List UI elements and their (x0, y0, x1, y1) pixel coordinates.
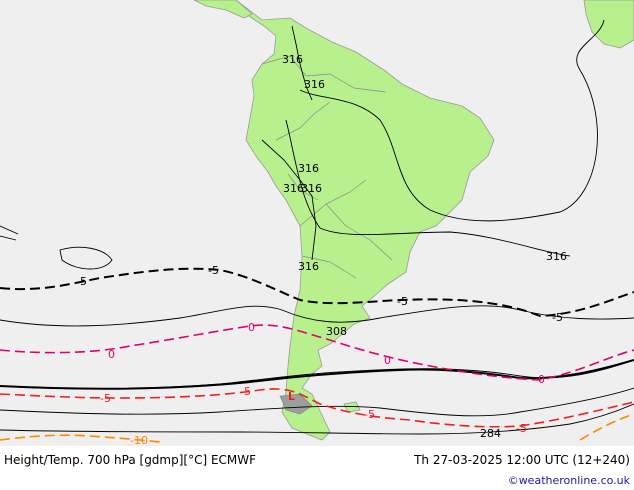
height-label: 316 (283, 182, 304, 195)
temp-label: 0 (108, 348, 115, 361)
temp-label: 0 (538, 373, 545, 386)
temp-label: -5 (364, 408, 375, 421)
height-label: 316 (304, 78, 325, 91)
isotherm-minus5-north (0, 267, 634, 318)
temp-label: -10 (130, 434, 148, 447)
temp-label: -5 (397, 295, 408, 308)
africa-land (583, 0, 634, 49)
temp-label: -5 (240, 385, 251, 398)
height-label: 316 (298, 260, 319, 273)
temp-label: 0 (248, 321, 255, 334)
height-label: 316 (301, 182, 322, 195)
low-marker: L (288, 390, 295, 403)
isotherm-zero (0, 324, 634, 381)
valid-time: Th 27-03-2025 12:00 UTC (12+240) (414, 453, 630, 467)
height-label: 308 (326, 325, 347, 338)
height-labels: 316 316 316 316 316 316 316 308 284 (282, 53, 567, 440)
temp-label: -5 (516, 422, 527, 435)
temp-label: -5 (100, 392, 111, 405)
temp-label: 0 (384, 354, 391, 367)
temp-label: -5 (208, 264, 219, 277)
country-borders (261, 55, 393, 279)
credit-link[interactable]: ©weatheronline.co.uk (507, 474, 630, 487)
temp-label: -5 (552, 311, 563, 324)
south-america-landmass (195, 0, 495, 441)
footer: Height/Temp. 700 hPa [gdmp][°C] ECMWF Th… (0, 446, 634, 490)
height-label: 284 (480, 427, 501, 440)
height-label: 316 (298, 162, 319, 175)
height-label: 316 (546, 250, 567, 263)
temp-labels: -5 -5 -5 -5 0 0 0 0 -5 -5 -5 -5 -10 (76, 264, 563, 447)
height-contour-bold (0, 359, 634, 390)
isotherm-minus5-south (0, 388, 634, 428)
isotherm-minus10 (0, 413, 634, 443)
height-label: 316 (282, 53, 303, 66)
temp-label: -5 (76, 275, 87, 288)
chart-title: Height/Temp. 700 hPa [gdmp][°C] ECMWF (4, 453, 257, 467)
central-america-land (193, 0, 253, 19)
